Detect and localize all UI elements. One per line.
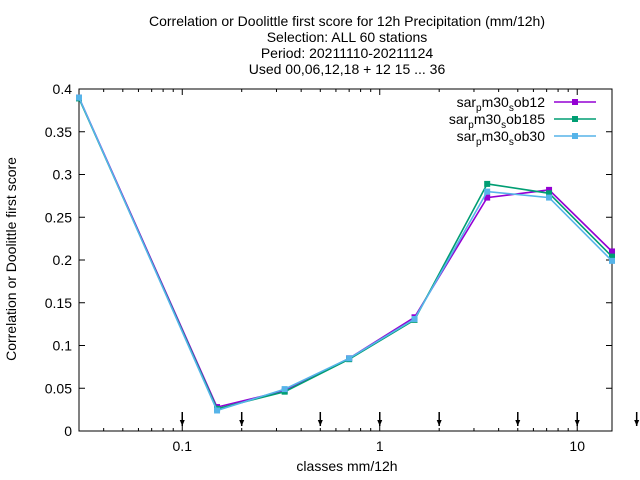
y-tick-label: 0.3 xyxy=(53,167,73,183)
legend-label: sarpm30sob185 xyxy=(449,111,545,131)
y-tick-label: 0.05 xyxy=(45,380,72,396)
chart-title-line: Selection: ALL 60 stations xyxy=(267,29,428,45)
data-point xyxy=(346,355,353,362)
data-point xyxy=(546,194,553,201)
class-marker-head xyxy=(239,420,245,426)
legend-label: sarpm30sob12 xyxy=(457,94,546,114)
data-point xyxy=(609,253,615,260)
series-group xyxy=(76,94,615,414)
data-point xyxy=(546,190,553,197)
legend-marker xyxy=(572,116,578,122)
series-line xyxy=(78,98,613,410)
class-marker-head xyxy=(377,420,383,426)
class-markers xyxy=(179,412,640,426)
data-point xyxy=(484,188,491,195)
y-axis: 0 0.05 0.1 0.15 0.2 0.25 0.3 0.35 0.4 xyxy=(45,81,612,439)
class-marker-head xyxy=(634,420,640,426)
y-tick-label: 0.15 xyxy=(45,295,72,311)
class-marker-head xyxy=(179,420,185,426)
data-point xyxy=(411,315,418,322)
x-axis-label: classes mm/12h xyxy=(296,458,397,474)
chart-title-line: Period: 20211110-20211124 xyxy=(261,45,434,61)
x-tick-label: 0.1 xyxy=(173,438,193,454)
y-tick-label: 0.2 xyxy=(53,252,73,268)
chart-title-line: Used 00,06,12,18 + 12 15 ... 36 xyxy=(249,61,446,77)
class-marker-head xyxy=(515,420,521,426)
x-tick-label: 1 xyxy=(376,438,384,454)
data-point xyxy=(76,94,82,101)
y-tick-label: 0.25 xyxy=(45,209,72,225)
data-point xyxy=(609,248,615,255)
legend-marker xyxy=(572,99,578,105)
chart-title: Correlation or Doolittle first score for… xyxy=(149,13,545,77)
y-tick-label: 0.1 xyxy=(53,338,73,354)
data-point xyxy=(609,257,615,264)
x-tick-label: 10 xyxy=(569,438,585,454)
y-axis-label: Correlation or Doolittle first score xyxy=(3,157,19,361)
legend-label: sarpm30sob30 xyxy=(457,128,546,148)
chart-title-line: Correlation or Doolittle first score for… xyxy=(149,13,545,29)
data-point xyxy=(214,407,221,414)
y-tick-label: 0.35 xyxy=(45,124,72,140)
series-line xyxy=(78,97,613,412)
data-point xyxy=(546,186,553,193)
class-marker-head xyxy=(317,420,323,426)
legend-marker xyxy=(572,133,578,139)
class-marker-head xyxy=(436,420,442,426)
y-tick-label: 0.4 xyxy=(53,81,73,97)
class-marker-head xyxy=(574,420,580,426)
data-point xyxy=(484,180,491,187)
x-axis: 0.1 1 10 xyxy=(78,89,585,454)
data-point xyxy=(484,194,491,201)
y-tick-label: 0 xyxy=(64,423,72,439)
data-point xyxy=(281,386,288,393)
